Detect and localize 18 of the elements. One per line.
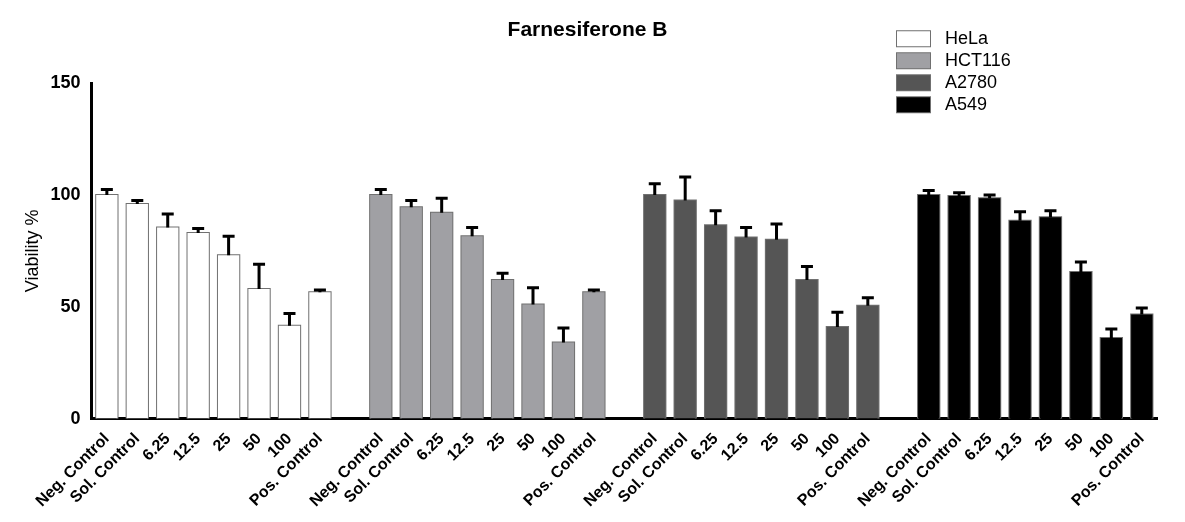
x-tick-label: 25 [209,429,234,455]
y-tick-label: 0 [70,407,81,428]
x-tick-label: 50 [239,429,265,455]
legend-label: HCT116 [945,50,1011,71]
x-tick-label: 50 [1061,429,1087,455]
y-tick-label: 150 [50,72,81,93]
x-tick-label: 25 [483,429,508,455]
x-tick-label: 50 [513,429,539,455]
x-tick-label: 50 [787,429,813,455]
chart-title: Farnesiferone B [507,17,668,41]
x-tick-label: 25 [1031,429,1056,455]
y-tick-label: 50 [60,295,81,316]
y-tick-label: 100 [50,183,81,204]
x-tick-label: 25 [757,429,782,455]
legend-label: HeLa [945,28,990,49]
legend-label: A2780 [945,72,998,93]
legend-label: A549 [945,94,988,115]
y-axis-title: Viability % [21,209,42,293]
